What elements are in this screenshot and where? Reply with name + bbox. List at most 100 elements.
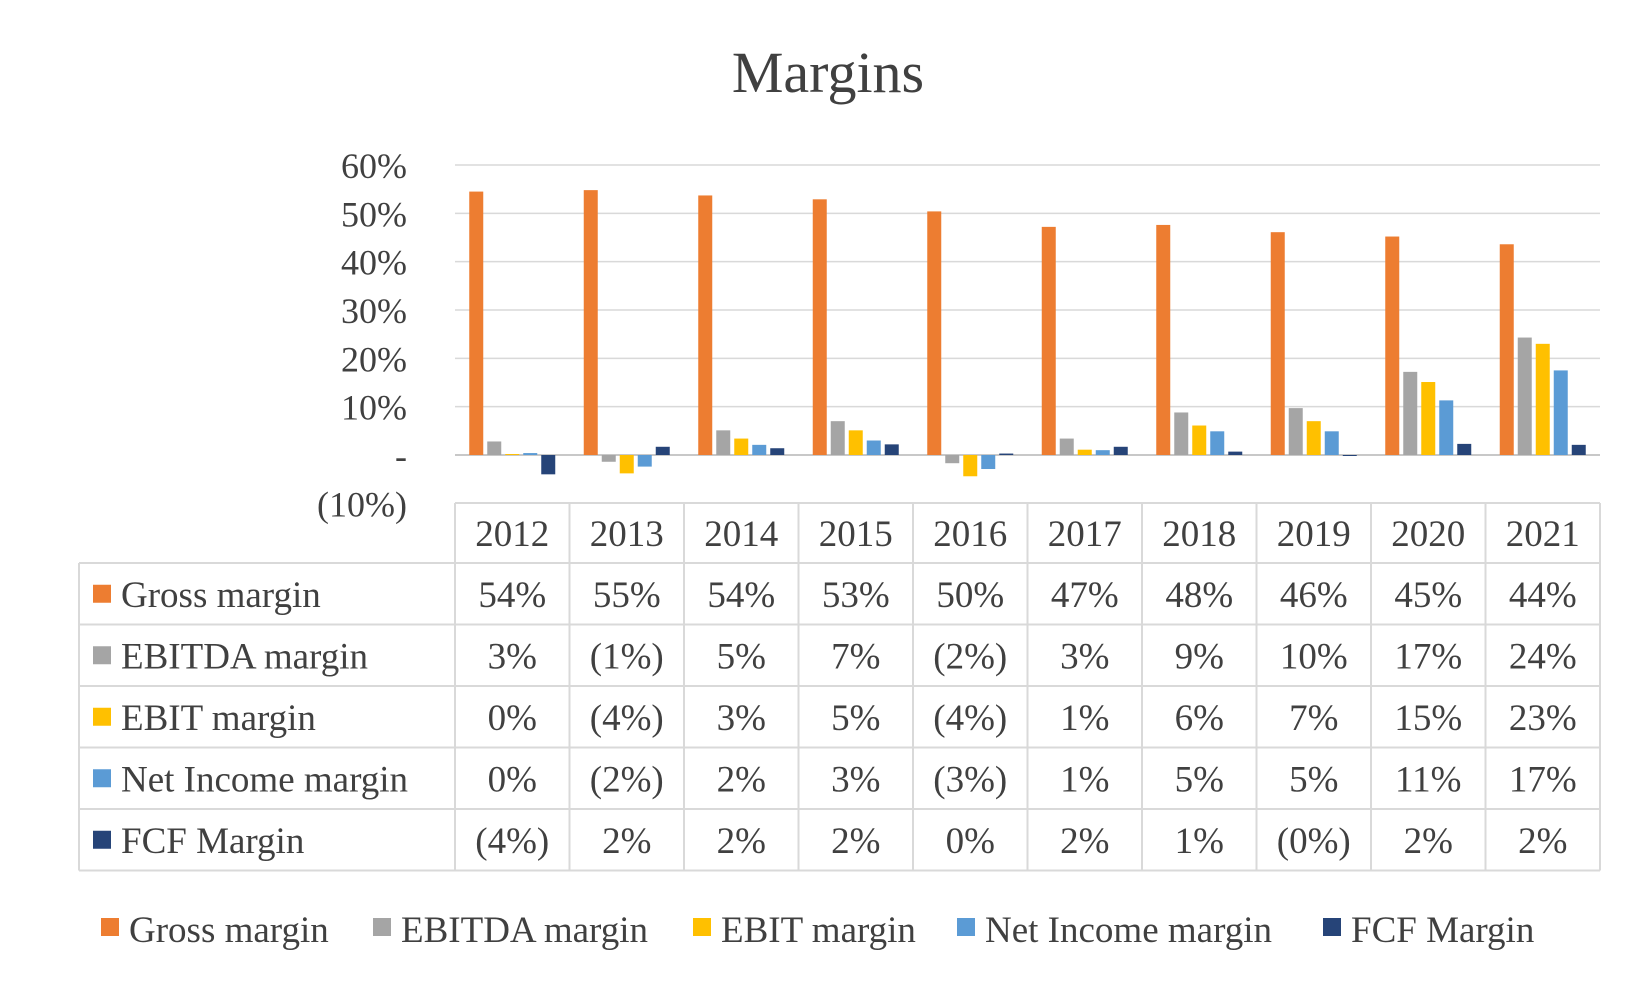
legend-label: Gross margin xyxy=(129,910,329,951)
data-label: 48% xyxy=(1165,575,1233,616)
table-series-key xyxy=(93,584,111,603)
data-label: 3% xyxy=(488,636,537,677)
data-label: 54% xyxy=(478,575,546,616)
data-label: 17% xyxy=(1509,759,1577,800)
legend: Gross margin EBITDA margin EBIT margin Net … xyxy=(101,910,1534,951)
data-label: 1% xyxy=(1175,821,1224,862)
data-label: 17% xyxy=(1394,636,1462,677)
data-label: (3%) xyxy=(933,759,1007,800)
bar xyxy=(1156,224,1171,455)
bar xyxy=(1059,438,1074,455)
data-label: 2% xyxy=(602,821,651,862)
bar xyxy=(830,421,845,455)
y-tick-label: 30% xyxy=(341,291,407,331)
bar xyxy=(655,446,670,455)
x-category-label: 2020 xyxy=(1391,514,1465,555)
bar xyxy=(1228,451,1243,455)
data-label: 54% xyxy=(707,575,775,616)
legend-swatch xyxy=(373,918,391,936)
bar xyxy=(1517,337,1532,455)
table-series-name: Net Income margin xyxy=(121,759,408,800)
data-label: 3% xyxy=(1060,636,1109,677)
bar xyxy=(619,455,634,474)
data-label: 5% xyxy=(717,636,766,677)
y-tick-label: - xyxy=(395,436,407,476)
bar xyxy=(637,455,652,467)
bar xyxy=(1324,431,1339,455)
data-label: (4%) xyxy=(590,698,664,739)
bar xyxy=(583,190,598,455)
data-label: 23% xyxy=(1509,698,1577,739)
y-tick-label: (10%) xyxy=(317,484,407,524)
data-label: 2% xyxy=(1404,821,1453,862)
y-tick-label: 10% xyxy=(341,388,407,428)
data-label: 0% xyxy=(946,821,995,862)
table-series-key xyxy=(93,646,111,665)
bar xyxy=(963,455,978,477)
table-series-key xyxy=(93,707,111,726)
x-category-label: 2015 xyxy=(819,514,893,555)
data-label: 9% xyxy=(1175,636,1224,677)
legend-swatch xyxy=(101,918,119,936)
bar xyxy=(1403,371,1418,455)
data-label: 10% xyxy=(1280,636,1348,677)
bar xyxy=(1041,226,1056,455)
x-category-label: 2014 xyxy=(704,514,778,555)
data-label: 2% xyxy=(831,821,880,862)
x-category-label: 2019 xyxy=(1277,514,1351,555)
bar xyxy=(1113,446,1128,455)
data-label: 2% xyxy=(717,821,766,862)
bar xyxy=(1270,232,1285,455)
data-label: (0%) xyxy=(1277,821,1351,862)
x-category-label: 2012 xyxy=(475,514,549,555)
data-label: (1%) xyxy=(590,636,664,677)
bar xyxy=(1385,236,1400,455)
bars xyxy=(469,190,1586,477)
data-label: 3% xyxy=(717,698,766,739)
bar xyxy=(848,430,863,455)
bar xyxy=(1439,400,1454,455)
data-label: 11% xyxy=(1395,759,1461,800)
y-tick-label: 50% xyxy=(341,194,407,234)
y-axis: 60% 50% 40% 30% 20% 10% - (10%) xyxy=(317,146,407,524)
y-tick-label: 60% xyxy=(341,146,407,186)
bar xyxy=(1535,343,1550,455)
bar xyxy=(1457,443,1472,455)
bar xyxy=(1174,412,1189,455)
legend-label: FCF Margin xyxy=(1351,910,1534,951)
legend-label: EBIT margin xyxy=(721,910,916,951)
data-label: 5% xyxy=(1289,759,1338,800)
bar xyxy=(541,455,556,475)
data-label: 6% xyxy=(1175,698,1224,739)
data-label: 2% xyxy=(717,759,766,800)
bar xyxy=(981,455,996,470)
legend-swatch xyxy=(1323,918,1341,936)
bar xyxy=(698,195,713,455)
bar xyxy=(505,454,520,456)
data-label: (4%) xyxy=(933,698,1007,739)
data-label: 46% xyxy=(1280,575,1348,616)
bar xyxy=(999,453,1014,455)
data-label: 3% xyxy=(831,759,880,800)
x-category-label: 2013 xyxy=(590,514,664,555)
x-category-label: 2018 xyxy=(1162,514,1236,555)
bar xyxy=(487,441,502,455)
x-category-label: 2017 xyxy=(1048,514,1122,555)
data-label: 55% xyxy=(593,575,661,616)
legend-swatch xyxy=(957,918,975,936)
data-label: 2% xyxy=(1518,821,1567,862)
bar xyxy=(1210,431,1225,455)
bar xyxy=(734,438,749,455)
bar xyxy=(945,455,960,464)
bar xyxy=(1306,421,1321,455)
data-label: 45% xyxy=(1394,575,1462,616)
data-label: 5% xyxy=(831,698,880,739)
data-label: (4%) xyxy=(475,821,549,862)
bar xyxy=(1288,408,1303,455)
y-tick-label: 20% xyxy=(341,339,407,379)
bar xyxy=(1342,455,1357,456)
bar xyxy=(1553,370,1568,455)
data-table: 2012 2013 2014 2015 2016 2017 2018 2019 2020 2021… xyxy=(78,502,1601,872)
bar xyxy=(812,199,827,455)
